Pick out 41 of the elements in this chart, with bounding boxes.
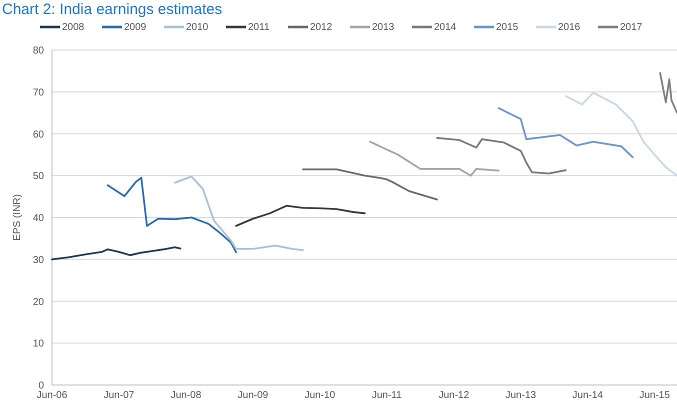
legend-label: 2012 [310,22,333,33]
y-tick-label: 40 [32,213,44,224]
legend-label: 2016 [558,22,581,33]
x-tick-label: Jun-06 [36,390,68,401]
legend-label: 2011 [248,22,270,33]
legend-label: 2010 [186,22,209,33]
line-series [498,107,634,158]
chart-title: Chart 2: India earnings estimates [2,1,222,18]
y-tick-label: 20 [32,296,44,308]
y-tick-label: 80 [32,46,44,56]
x-tick-label: Jun-10 [304,390,336,401]
x-tick-label: Jun-07 [104,390,135,401]
y-tick-label: 10 [32,338,44,350]
x-tick-label: Jun-11 [372,390,402,401]
line-series [369,140,500,177]
y-axis-title: EPS (INR) [12,194,23,241]
x-tick-label: Jun-08 [170,390,202,401]
legend-label: 2017 [620,22,643,33]
line-series [235,204,366,227]
x-tick-label: Jun-13 [506,390,537,401]
line-series [51,246,182,260]
legend-label: 2008 [62,22,85,33]
line-series [302,168,438,200]
y-tick-label: 70 [32,87,44,98]
line-series [564,92,677,177]
x-tick-label: Jun-15 [639,390,670,401]
legend-label: 2013 [372,22,395,33]
line-series [659,72,677,114]
legend-label: 2009 [124,22,147,33]
x-tick-label: Jun-12 [438,390,470,401]
x-tick-label: Jun-09 [238,390,269,401]
line-series [174,176,304,252]
y-tick-label: 50 [32,171,44,182]
legend-label: 2015 [496,22,519,33]
y-tick-label: 60 [32,129,44,140]
line-series [106,176,237,254]
y-tick-label: 30 [32,254,44,266]
legend-label: 2014 [434,22,457,33]
y-tick-label: 0 [38,380,44,392]
line-series [436,137,567,174]
x-tick-label: Jun-14 [572,390,604,401]
